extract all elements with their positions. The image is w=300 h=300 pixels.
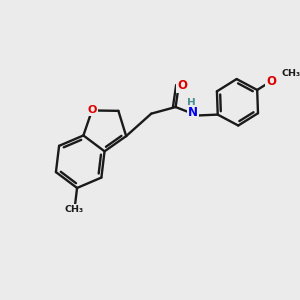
Text: CH₃: CH₃	[282, 69, 300, 78]
Text: N: N	[188, 106, 198, 119]
Text: O: O	[177, 79, 187, 92]
Text: H: H	[187, 98, 196, 108]
Text: CH₃: CH₃	[65, 205, 84, 214]
Text: O: O	[87, 105, 97, 116]
Text: O: O	[266, 75, 276, 88]
